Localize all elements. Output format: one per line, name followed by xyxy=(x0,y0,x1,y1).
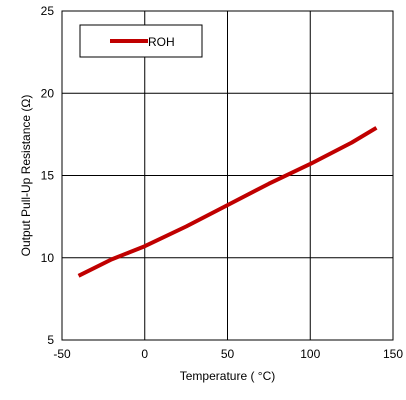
x-tick-label: -50 xyxy=(53,347,71,361)
grid xyxy=(62,11,393,340)
y-tick-label: 25 xyxy=(41,4,55,18)
y-axis-label: Output Pull-Up Resistance (Ω) xyxy=(19,95,33,257)
y-tick-label: 10 xyxy=(41,251,55,265)
y-tick-label: 20 xyxy=(41,86,55,100)
x-tick-label: 0 xyxy=(141,347,148,361)
x-axis-label: Temperature ( °C) xyxy=(180,369,276,383)
x-tick-label: 150 xyxy=(383,347,403,361)
y-tick-label: 5 xyxy=(47,333,54,347)
legend: ROH xyxy=(79,24,203,58)
x-tick-label: 50 xyxy=(221,347,235,361)
plot-area-frame xyxy=(61,10,394,341)
series-lines xyxy=(77,126,378,278)
series-line-roh xyxy=(77,126,378,278)
tick-labels: -50 0 50 100 150 5 10 15 20 25 xyxy=(41,4,404,361)
legend-label-roh: ROH xyxy=(148,35,175,49)
x-tick-label: 100 xyxy=(300,347,320,361)
y-tick-label: 15 xyxy=(41,169,55,183)
